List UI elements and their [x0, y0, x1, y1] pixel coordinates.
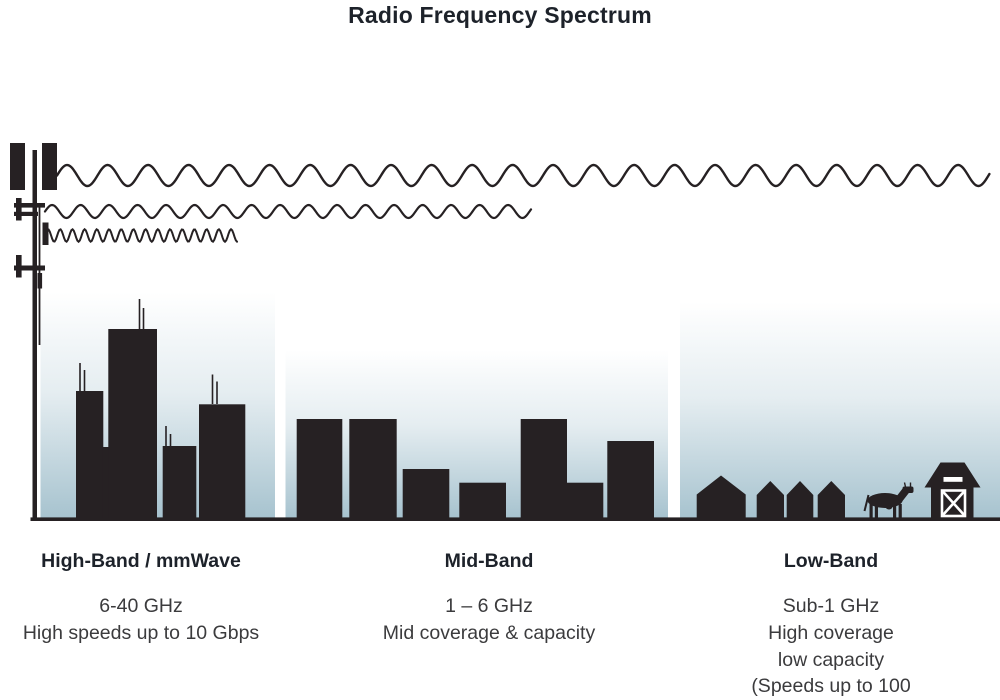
skyscraper: [76, 391, 104, 518]
barn-door: [940, 489, 967, 518]
house-icon: [756, 481, 784, 518]
building: [296, 419, 343, 518]
mid-band-name: Mid-Band: [444, 550, 534, 572]
high-band-details: 6-40 GHz High speeds up to 10 Gbps: [22, 595, 260, 644]
low-band-wave: [55, 163, 991, 188]
building: [607, 441, 654, 518]
house-icon: [817, 481, 845, 518]
mid-band-details: 1 – 6 GHz Mid coverage & capacity: [382, 595, 596, 644]
rooftop-antenna: [79, 299, 218, 446]
city-buildings-icon: [296, 419, 654, 518]
building: [402, 469, 450, 518]
skyscraper: [162, 446, 197, 518]
hayloft-vent: [943, 477, 963, 482]
skyscrapers-icon: [76, 299, 246, 518]
barn-icon: [924, 462, 981, 518]
building: [567, 482, 604, 518]
houses-icon: [696, 475, 845, 518]
mid-band-label: Mid-Band 1 – 6 GHz Mid coverage & capaci…: [383, 550, 595, 647]
skyscraper: [108, 329, 157, 518]
skyscraper: [199, 404, 246, 518]
building: [459, 482, 506, 518]
high-band-label: High-Band / mmWave 6-40 GHz High speeds …: [23, 550, 259, 647]
skyscraper: [102, 447, 109, 518]
low-band-label: Low-Band Sub-1 GHz High coverage low cap…: [747, 550, 916, 700]
low-band-details: Sub-1 GHz High coverage low capacity (Sp…: [751, 595, 911, 698]
radio-waves: [43, 163, 991, 244]
high-band-name: High-Band / mmWave: [41, 550, 241, 572]
spectrum-illustration: [10, 143, 1000, 521]
cow-icon: [863, 482, 914, 518]
diagram-title: Radio Frequency Spectrum: [348, 2, 652, 28]
low-band-name: Low-Band: [783, 550, 879, 572]
building: [349, 419, 397, 518]
high-band-wave: [44, 227, 238, 244]
building: [520, 419, 567, 518]
house-icon: [786, 481, 814, 518]
mid-band-wave: [43, 203, 533, 220]
ground-line: [30, 517, 1000, 521]
house-icon: [696, 475, 746, 518]
